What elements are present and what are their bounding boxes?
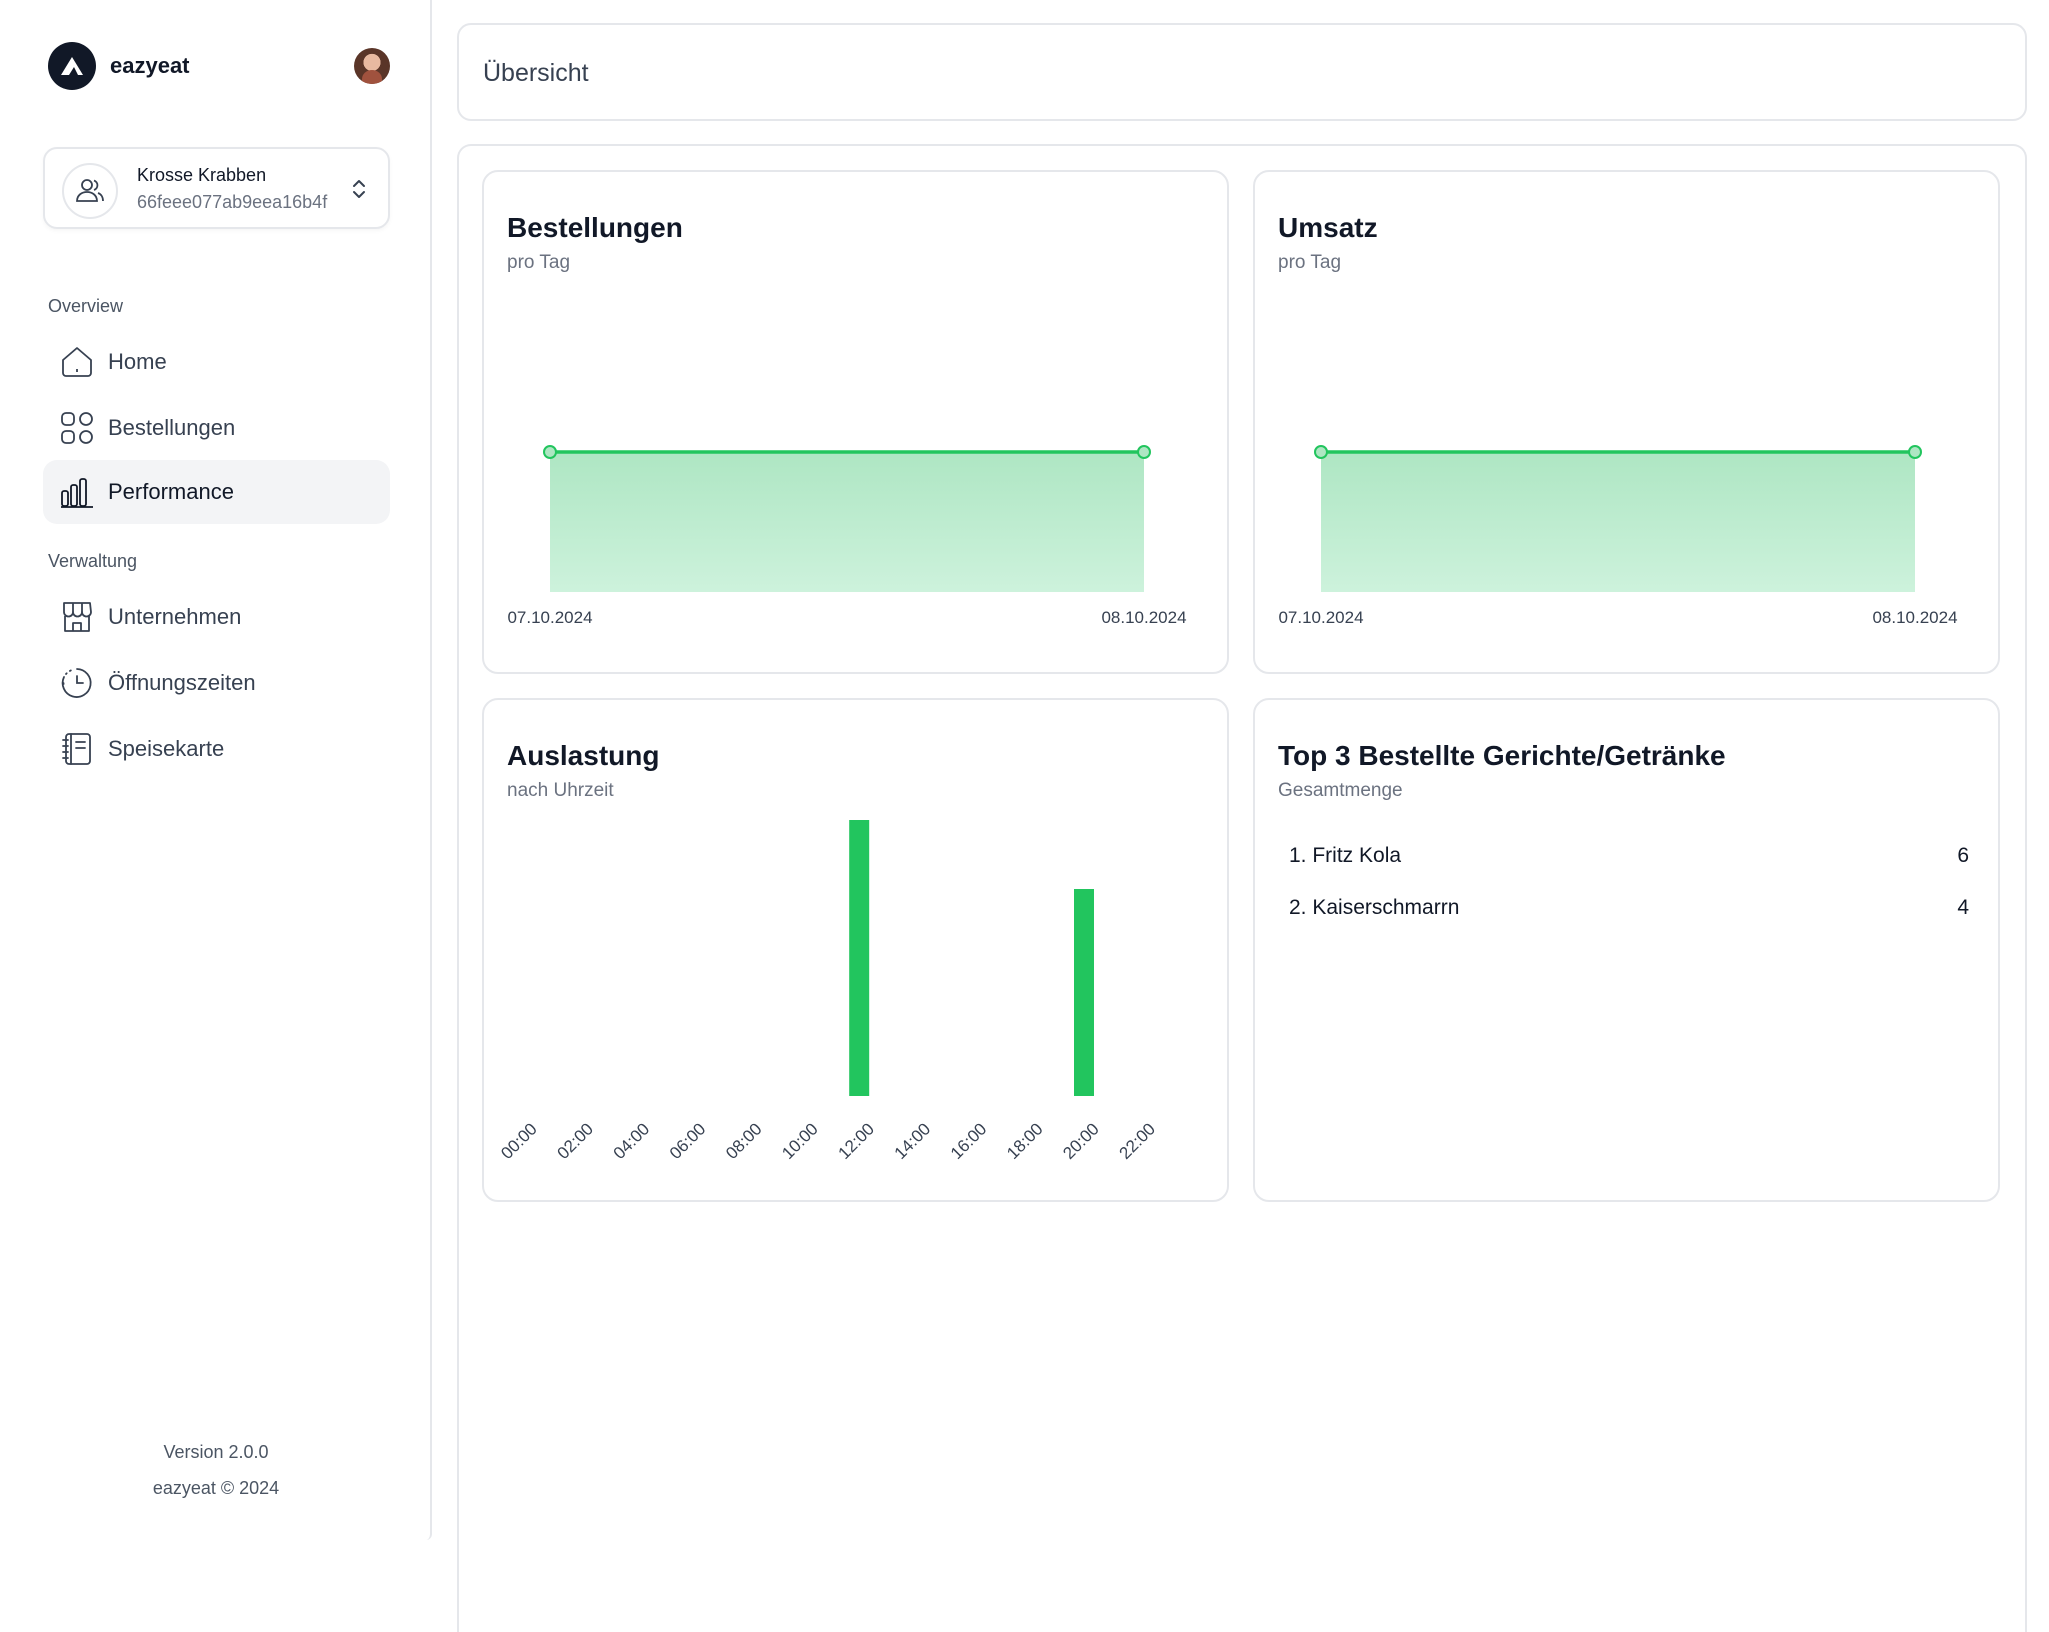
item-count: 4	[1957, 896, 1969, 919]
bar[interactable]	[1074, 889, 1094, 1096]
brand[interactable]: eazyeat	[48, 42, 190, 90]
sidebar-item-home[interactable]: Home	[43, 330, 390, 394]
sidebar-item-label: Öffnungszeiten	[108, 670, 256, 695]
card-title: Umsatz	[1278, 212, 1378, 243]
x-tick-label: 07.10.2024	[1278, 608, 1363, 627]
sidebar-item-label: Speisekarte	[108, 736, 225, 761]
utilization-card: Auslastung nach Uhrzeit 00:00 02:00 04:00 0…	[482, 698, 1229, 1202]
sidebar-item-label: Home	[108, 349, 167, 374]
app-version: Version 2.0.0	[163, 1442, 269, 1462]
item-label: 2. Kaiserschmarrn	[1289, 896, 1460, 919]
dashboard-panel: Bestellungen pro Tag 07.10.2024 08.10.202…	[457, 144, 2027, 1632]
grid-icon	[60, 411, 94, 445]
sidebar: eazyeat Krosse Krabben 66feee077ab9eea16…	[0, 0, 432, 1540]
x-tick-label: 14:00	[891, 1119, 935, 1163]
bar[interactable]	[849, 820, 870, 1096]
page-header: Übersicht	[457, 23, 2027, 121]
top3-items-card: Top 3 Bestellte Gerichte/Getränke Gesamt…	[1253, 698, 2000, 1202]
store-icon	[60, 600, 94, 634]
clock-icon	[60, 666, 94, 700]
item-count: 6	[1957, 844, 1969, 867]
sidebar-item-opening-hours[interactable]: Öffnungszeiten	[43, 651, 390, 715]
chevron-up-down-icon	[351, 177, 367, 206]
area-fill	[550, 452, 1144, 592]
copyright: eazyeat © 2024	[152, 1478, 280, 1498]
x-tick-label: 12:00	[835, 1119, 879, 1163]
home-icon	[60, 345, 94, 379]
tenant-switcher[interactable]: Krosse Krabben 66feee077ab9eea16b4f	[43, 147, 390, 229]
card-subtitle: pro Tag	[1278, 252, 1342, 273]
x-tick-label: 06:00	[666, 1119, 710, 1163]
x-tick-label: 18:00	[1003, 1119, 1047, 1163]
brand-name: eazyeat	[110, 53, 190, 78]
list-item: 1. Fritz Kola 6	[1289, 830, 1969, 882]
sidebar-item-performance[interactable]: Performance	[43, 460, 390, 524]
users-icon	[62, 163, 118, 219]
sidebar-item-label: Unternehmen	[108, 604, 242, 629]
card-title: Auslastung	[507, 740, 660, 771]
tenant-id: 66feee077ab9eea16b4f	[137, 192, 328, 212]
sidebar-item-label: Performance	[108, 479, 234, 504]
card-title: Bestellungen	[507, 212, 683, 243]
data-point[interactable]	[1314, 445, 1328, 459]
card-subtitle: nach Uhrzeit	[507, 780, 614, 801]
tenant-name: Krosse Krabben	[137, 165, 267, 185]
orders-per-day-card: Bestellungen pro Tag 07.10.2024 08.10.202…	[482, 170, 1229, 674]
revenue-per-day-card: Umsatz pro Tag 07.10.2024 08.10.2024	[1253, 170, 2000, 674]
x-tick-label: 22:00	[1116, 1119, 1160, 1163]
card-title: Top 3 Bestellte Gerichte/Getränke	[1278, 740, 1726, 771]
utilization-bar-chart: 00:00 02:00 04:00 06:00 08:00 10:00 12:00 14:00…	[497, 820, 1160, 1163]
x-tick-label: 08:00	[722, 1119, 766, 1163]
list-item: 2. Kaiserschmarrn 4	[1289, 882, 1969, 934]
avatar[interactable]	[354, 48, 390, 84]
revenue-area-chart: 07.10.2024 08.10.2024	[1278, 445, 1958, 627]
x-tick-label: 20:00	[1059, 1119, 1103, 1163]
x-tick-label: 08.10.2024	[1872, 608, 1957, 627]
x-tick-label: 16:00	[947, 1119, 991, 1163]
sidebar-item-label: Bestellungen	[108, 415, 236, 440]
top3-list: 1. Fritz Kola 6 2. Kaiserschmarrn 4	[1289, 830, 1969, 934]
page-title: Übersicht	[483, 59, 589, 87]
nav-section-admin: Verwaltung	[48, 551, 138, 571]
card-subtitle: Gesamtmenge	[1278, 780, 1403, 801]
sidebar-item-menu[interactable]: Speisekarte	[43, 717, 390, 781]
x-tick-label: 10:00	[778, 1119, 822, 1163]
menu-book-icon	[60, 732, 94, 766]
orders-area-chart: 07.10.2024 08.10.2024	[507, 445, 1187, 627]
x-tick-label: 08.10.2024	[1101, 608, 1186, 627]
item-label: 1. Fritz Kola	[1289, 844, 1402, 867]
nav-section-overview: Overview	[48, 296, 124, 316]
data-point[interactable]	[543, 445, 557, 459]
x-tick-label: 04:00	[610, 1119, 654, 1163]
data-point[interactable]	[1137, 445, 1151, 459]
x-tick-label: 02:00	[554, 1119, 598, 1163]
brand-logo-icon	[48, 42, 96, 90]
x-tick-label: 00:00	[497, 1119, 541, 1163]
data-point[interactable]	[1908, 445, 1922, 459]
sidebar-item-company[interactable]: Unternehmen	[43, 585, 390, 649]
bar-chart-icon	[60, 475, 94, 509]
card-subtitle: pro Tag	[507, 252, 571, 273]
area-fill	[1321, 452, 1915, 592]
x-tick-label: 07.10.2024	[507, 608, 592, 627]
sidebar-item-orders[interactable]: Bestellungen	[43, 396, 390, 460]
